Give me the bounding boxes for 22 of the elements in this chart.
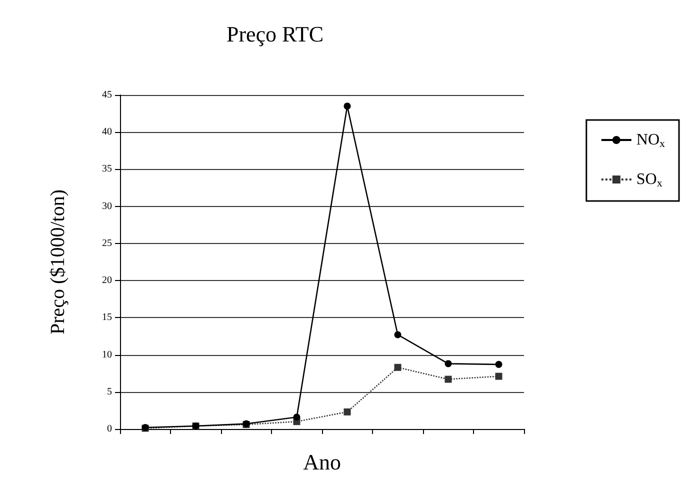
y-tick-label: 15	[102, 312, 112, 324]
point	[344, 102, 351, 110]
point	[444, 376, 452, 383]
y-tick-label: 30	[102, 200, 112, 212]
y-tick-label: 35	[102, 164, 112, 175]
point	[394, 331, 402, 338]
y-axis-title: Preço ($1000/ton)	[47, 190, 69, 334]
y-tick-label: 40	[102, 126, 112, 138]
point	[394, 364, 402, 371]
point	[293, 414, 300, 421]
point	[444, 360, 452, 368]
y-tick-label: 20	[102, 275, 112, 286]
point	[344, 408, 351, 416]
point	[495, 360, 502, 368]
x-axis-title: Ano	[303, 450, 341, 474]
y-tick-label: 0	[107, 424, 112, 434]
point	[495, 372, 502, 380]
y-tick-label: 25	[102, 238, 112, 249]
y-tick-label: 5	[107, 386, 112, 398]
y-tick-label: 45	[102, 90, 112, 100]
y-tick-label: 10	[102, 349, 112, 360]
chart-title: Preço RTC	[226, 22, 324, 46]
